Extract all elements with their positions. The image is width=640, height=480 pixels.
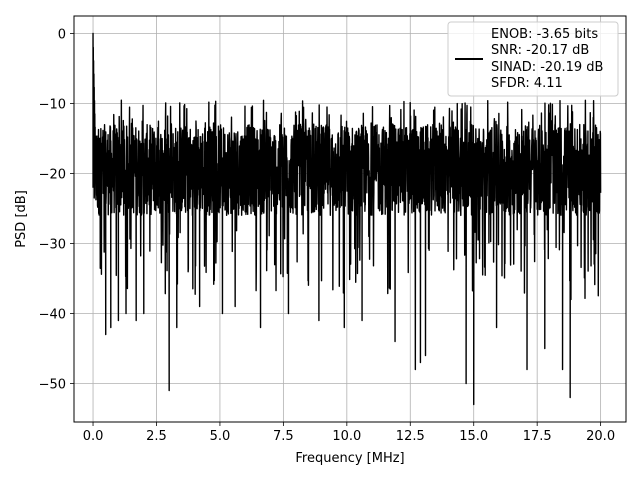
plot-frame [73,15,627,423]
x-tick-label: 17.5 [523,429,552,444]
x-axis-label: Frequency [MHz] [295,451,404,466]
y-tick-label: −10 [39,98,66,113]
y-tick-label: −30 [39,238,66,253]
x-tick-label: 10.0 [332,429,361,444]
legend-sfdr: SFDR: 4.11 [491,76,563,91]
series-line-layer [92,32,602,406]
y-tick-label: −40 [39,308,66,323]
x-tick-label: 2.5 [146,429,167,444]
x-tick-label: 20.0 [586,429,615,444]
y-tick-label: −20 [39,168,66,183]
x-tick-label: 5.0 [210,429,231,444]
psd-series-line [92,32,602,406]
x-axis-ticks: 0.0 2.5 5.0 7.5 10.0 12.5 15.0 17.5 20.0 [83,422,615,444]
legend-enob: ENOB: -3.65 bits [491,27,598,42]
legend: ENOB: -3.65 bits SNR: -20.17 dB SINAD: -… [447,21,619,97]
legend-sinad: SINAD: -20.19 dB [491,60,603,75]
legend-box [447,21,619,97]
y-tick-label: −50 [39,378,66,393]
y-axis-ticks: 0 −10 −20 −30 −40 −50 [39,28,74,393]
x-tick-label: 15.0 [459,429,488,444]
y-axis-label: PSD [dB] [14,190,29,248]
y-tick-label: 0 [58,28,66,43]
x-tick-label: 12.5 [396,429,425,444]
x-tick-label: 7.5 [273,429,294,444]
x-tick-label: 0.0 [83,429,104,444]
legend-snr: SNR: -20.17 dB [491,43,589,58]
